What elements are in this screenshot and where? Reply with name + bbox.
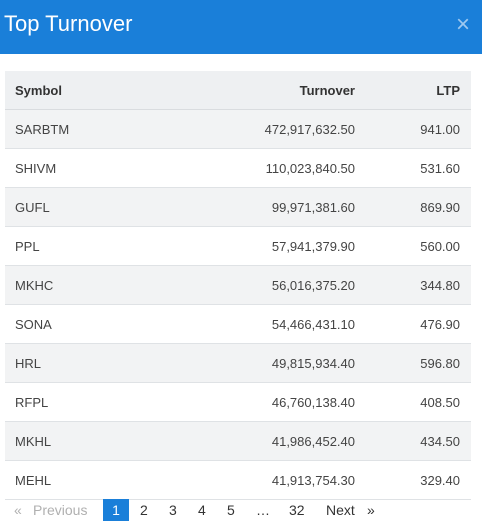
- cell-ltp: 476.90: [355, 304, 471, 344]
- cell-symbol[interactable]: MEHL: [5, 460, 165, 500]
- table-row[interactable]: GUFL 99,971,381.60 869.90: [5, 187, 471, 227]
- cell-turnover: 56,016,375.20: [165, 265, 355, 305]
- previous-arrow-icon: «: [14, 502, 22, 518]
- table-row[interactable]: PPL 57,941,379.90 560.00: [5, 226, 471, 266]
- table-row[interactable]: HRL 49,815,934.40 596.80: [5, 343, 471, 383]
- cell-symbol[interactable]: MKHL: [5, 421, 165, 461]
- page-button-4[interactable]: 4: [198, 502, 206, 518]
- table-row[interactable]: SONA 54,466,431.10 476.90: [5, 304, 471, 344]
- page-button-32[interactable]: 32: [289, 502, 305, 518]
- table-row[interactable]: SHIVM 110,023,840.50 531.60: [5, 148, 471, 188]
- cell-turnover: 99,971,381.60: [165, 187, 355, 227]
- modal-title: Top Turnover: [4, 11, 133, 36]
- cell-symbol[interactable]: RFPL: [5, 382, 165, 422]
- cell-turnover: 41,986,452.40: [165, 421, 355, 461]
- cell-ltp: 344.80: [355, 265, 471, 305]
- table-row[interactable]: MEHL 41,913,754.30 329.40: [5, 460, 471, 500]
- modal-header: Top Turnover ×: [0, 0, 482, 54]
- cell-ltp: 941.00: [355, 109, 471, 149]
- cell-symbol[interactable]: SHIVM: [5, 148, 165, 188]
- cell-turnover: 41,913,754.30: [165, 460, 355, 500]
- page-button-5[interactable]: 5: [227, 502, 235, 518]
- table-header-row: Symbol Turnover LTP: [5, 71, 471, 110]
- pagination: « Previous 1 2 3 4 5 … 32 Next »: [0, 499, 482, 523]
- cell-turnover: 49,815,934.40: [165, 343, 355, 383]
- table-body: SARBTM 472,917,632.50 941.00 SHIVM 110,023,8…: [5, 109, 471, 500]
- cell-turnover: 57,941,379.90: [165, 226, 355, 266]
- cell-ltp: 560.00: [355, 226, 471, 266]
- column-header-ltp[interactable]: LTP: [355, 71, 471, 110]
- page-ellipsis: …: [256, 502, 270, 518]
- cell-ltp: 869.90: [355, 187, 471, 227]
- page-button-3[interactable]: 3: [169, 502, 177, 518]
- cell-turnover: 54,466,431.10: [165, 304, 355, 344]
- page-button-1[interactable]: 1: [103, 499, 129, 521]
- cell-symbol[interactable]: PPL: [5, 226, 165, 266]
- cell-turnover: 46,760,138.40: [165, 382, 355, 422]
- cell-symbol[interactable]: SARBTM: [5, 109, 165, 149]
- table-row[interactable]: MKHL 41,986,452.40 434.50: [5, 421, 471, 461]
- cell-ltp: 596.80: [355, 343, 471, 383]
- next-arrow-icon[interactable]: »: [367, 502, 375, 518]
- turnover-table: Symbol Turnover LTP SARBTM 472,917,632.50…: [5, 71, 471, 500]
- previous-page-button[interactable]: Previous: [33, 502, 88, 518]
- cell-ltp: 531.60: [355, 148, 471, 188]
- page-button-2[interactable]: 2: [140, 502, 148, 518]
- turnover-table-container: Symbol Turnover LTP SARBTM 472,917,632.50…: [5, 71, 471, 500]
- cell-ltp: 329.40: [355, 460, 471, 500]
- table-row[interactable]: RFPL 46,760,138.40 408.50: [5, 382, 471, 422]
- cell-symbol[interactable]: SONA: [5, 304, 165, 344]
- cell-symbol[interactable]: MKHC: [5, 265, 165, 305]
- close-icon[interactable]: ×: [455, 11, 470, 38]
- cell-symbol[interactable]: GUFL: [5, 187, 165, 227]
- cell-ltp: 408.50: [355, 382, 471, 422]
- cell-turnover: 472,917,632.50: [165, 109, 355, 149]
- column-header-turnover[interactable]: Turnover: [165, 71, 355, 110]
- cell-ltp: 434.50: [355, 421, 471, 461]
- table-row[interactable]: MKHC 56,016,375.20 344.80: [5, 265, 471, 305]
- cell-turnover: 110,023,840.50: [165, 148, 355, 188]
- cell-symbol[interactable]: HRL: [5, 343, 165, 383]
- next-page-button[interactable]: Next: [326, 502, 355, 518]
- column-header-symbol[interactable]: Symbol: [5, 71, 165, 110]
- table-row[interactable]: SARBTM 472,917,632.50 941.00: [5, 109, 471, 149]
